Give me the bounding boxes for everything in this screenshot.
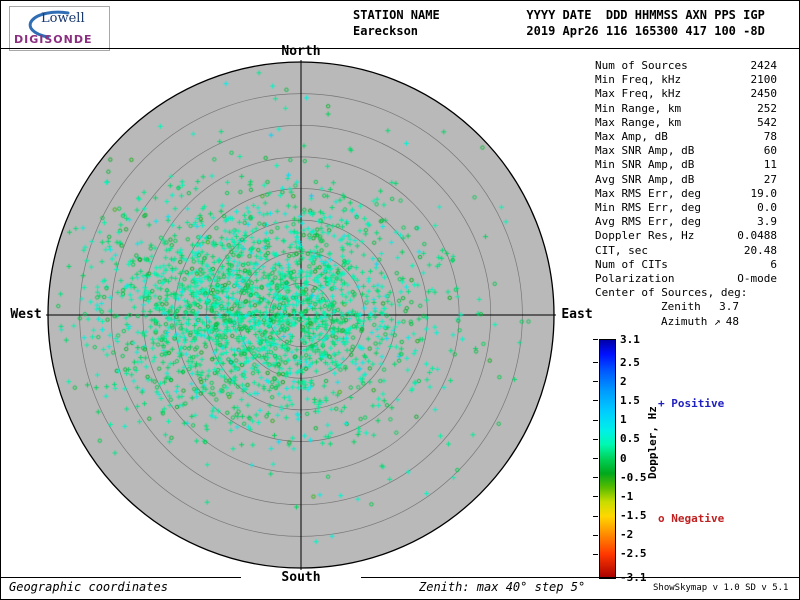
stats-row: Min Range, km 252 xyxy=(595,102,777,116)
compass-east-label: East xyxy=(561,307,593,322)
stats-label: Max SNR Amp, dB xyxy=(595,144,695,158)
stats-label: Num of Sources xyxy=(595,59,688,72)
colorbar-tick xyxy=(593,553,598,555)
stats-label: Num of CITs xyxy=(595,257,668,271)
colorbar-gradient xyxy=(599,339,616,579)
stats-label: Azimuth ↗ xyxy=(661,314,721,328)
stats-row: Max RMS Err, deg 19.0 xyxy=(595,187,777,201)
footer-version-info: ShowSkymap v 1.0 SD v 5.1 xyxy=(653,583,789,593)
colorbar-tick-label: 0.5 xyxy=(620,432,640,446)
stats-value: 3.7 xyxy=(719,300,739,314)
stats-value: 48 xyxy=(725,314,739,328)
stats-value: 2424 xyxy=(750,59,778,72)
stats-row: Max Range, km 542 xyxy=(595,116,777,130)
colorbar-tick xyxy=(593,381,598,383)
stats-value: 2450 xyxy=(750,87,778,101)
compass-north-label: North xyxy=(281,44,321,59)
colorbar-tick xyxy=(593,577,598,578)
stats-label: Min SNR Amp, dB xyxy=(595,158,695,172)
stats-label: Center of Sources, deg: xyxy=(595,286,748,300)
stats-value: 27 xyxy=(763,172,777,186)
colorbar-tick xyxy=(593,339,598,340)
stats-panel: Num of Sources 2424 Min Freq, kHz 2100 Max F… xyxy=(595,59,777,329)
stats-row: Avg SNR Amp, dB 27 xyxy=(595,173,777,187)
stats-label: Max RMS Err, deg xyxy=(595,186,701,200)
stats-label: Min Range, km xyxy=(595,101,682,115)
stats-row: Avg RMS Err, deg 3.9 xyxy=(595,215,777,229)
stats-label: Max Range, km xyxy=(595,115,682,129)
stats-label: Doppler Res, Hz xyxy=(595,229,695,243)
stats-row: Min Freq, kHz 2100 xyxy=(595,73,777,87)
stats-label: Avg SNR Amp, dB xyxy=(595,172,695,186)
legend-negative-doppler: o Negative xyxy=(658,512,725,525)
stats-value: 252 xyxy=(757,101,777,115)
stats-row: Min RMS Err, deg 0.0 xyxy=(595,201,777,215)
colorbar-tick-label: 2.5 xyxy=(620,355,640,369)
stats-row: Max Amp, dB 78 xyxy=(595,130,777,144)
stats-row: Polarization O-mode xyxy=(595,272,777,286)
stats-value: 3.9 xyxy=(757,215,777,229)
footer-divider xyxy=(1,577,799,578)
colorbar-tick-label: -2.5 xyxy=(620,547,647,561)
stats-label: Min RMS Err, deg xyxy=(595,201,701,215)
legend-positive-doppler: + Positive xyxy=(658,397,725,410)
stats-value: 542 xyxy=(757,115,777,129)
colorbar-tick xyxy=(593,534,598,536)
colorbar-tick-label: 0 xyxy=(620,451,627,465)
colorbar-tick xyxy=(593,458,598,459)
colorbar-tick-label: -2 xyxy=(620,528,634,542)
stats-row: Max Freq, kHz 2450 xyxy=(595,87,777,101)
stats-label: Avg RMS Err, deg xyxy=(595,215,701,229)
stats-label: Max Amp, dB xyxy=(595,130,668,144)
colorbar-tick-label: 3.1 xyxy=(620,332,640,346)
stats-row: CIT, sec 20.48 xyxy=(595,244,777,258)
stats-row: Azimuth ↗ 48 xyxy=(595,315,777,329)
colorbar-tick-label: -0.5 xyxy=(620,470,647,484)
compass-south-label: South xyxy=(241,570,361,585)
stats-row: Num of CITs 6 xyxy=(595,258,777,272)
colorbar-tick-label: 1 xyxy=(620,413,627,427)
colorbar-tick-label: -1 xyxy=(620,489,634,503)
stats-value: 2100 xyxy=(750,73,778,87)
footer-zenith-settings: Zenith: max 40° step 5° xyxy=(419,580,586,594)
stats-row: Zenith 3.7 xyxy=(595,300,777,314)
stats-value: 19.0 xyxy=(750,186,778,200)
stats-row: Doppler Res, Hz 0.0488 xyxy=(595,229,777,243)
footer-coordinates-label: Geographic coordinates xyxy=(9,580,168,594)
stats-row: Center of Sources, deg: xyxy=(595,286,777,300)
stats-row: Min SNR Amp, dB 11 xyxy=(595,158,777,172)
compass-west-label: West xyxy=(10,307,42,322)
stats-value: O-mode xyxy=(737,272,777,286)
stats-value: 6 xyxy=(770,257,777,271)
colorbar-tick xyxy=(593,419,598,421)
stats-value: 11 xyxy=(763,158,777,172)
colorbar-tick-label: -3.1 xyxy=(620,570,647,584)
stats-value: 78 xyxy=(763,130,777,144)
colorbar-tick-label: 2 xyxy=(620,374,627,388)
stats-row: Num of Sources 2424 xyxy=(595,59,777,73)
colorbar-tick-label: 1.5 xyxy=(620,393,640,407)
colorbar-tick xyxy=(593,438,598,440)
stats-value: 20.48 xyxy=(743,243,777,257)
stats-value: 0.0488 xyxy=(737,229,777,243)
stats-label: Max Freq, kHz xyxy=(595,87,682,101)
stats-value: 0.0 xyxy=(757,201,777,215)
stats-label: Min Freq, kHz xyxy=(595,73,682,87)
colorbar-tick xyxy=(593,496,598,498)
colorbar-tick xyxy=(593,400,598,402)
stats-value: 60 xyxy=(763,144,777,158)
colorbar-tick-label: -1.5 xyxy=(620,509,647,523)
colorbar-tick xyxy=(593,477,598,479)
colorbar-tick xyxy=(593,362,598,364)
colorbar-tick xyxy=(593,515,598,517)
stats-label: Zenith xyxy=(661,300,701,314)
stats-label: CIT, sec xyxy=(595,243,648,257)
stats-row: Max SNR Amp, dB 60 xyxy=(595,144,777,158)
stats-label: Polarization xyxy=(595,272,675,286)
